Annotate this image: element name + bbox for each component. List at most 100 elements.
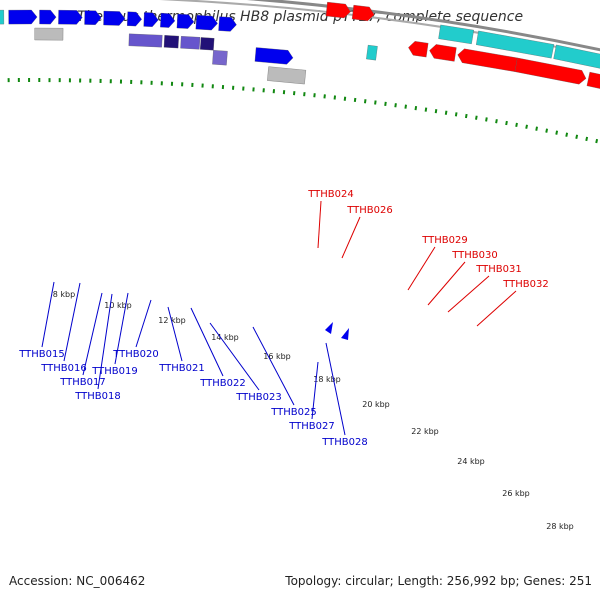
gc-skew-mark	[575, 134, 579, 139]
scale-label: 20 kbp	[362, 400, 390, 409]
label-leader	[407, 246, 436, 291]
gene-feature	[586, 71, 600, 89]
gc-skew-mark	[535, 126, 539, 131]
gene-feature	[218, 16, 237, 32]
label-leader	[114, 292, 129, 365]
gene-label: TTHB017	[59, 377, 106, 388]
gene-feature	[553, 44, 600, 69]
gene-feature	[180, 36, 201, 50]
gene-feature	[429, 44, 457, 62]
gc-skew-mark	[384, 101, 387, 106]
scale-label: 24 kbp	[457, 457, 485, 466]
label-leader	[317, 200, 322, 249]
label-leader	[447, 275, 490, 313]
gene-feature	[128, 33, 163, 48]
gene-label: TTHB031	[475, 264, 522, 275]
gene-feature	[325, 322, 333, 334]
label-leader	[341, 216, 361, 259]
gc-skew-mark	[434, 109, 438, 114]
gc-skew-mark	[454, 112, 458, 117]
gene-feature	[457, 48, 518, 72]
label-leader	[97, 293, 113, 390]
gc-skew-mark	[394, 103, 397, 108]
gene-labels: TTHB015 TTHB016 TTHB017 TTHB018 TTHB019 TTHB0…	[18, 189, 549, 448]
gene-label: TTHB027	[288, 421, 335, 432]
label-leader	[190, 307, 224, 377]
gene-label: TTHB023	[235, 392, 282, 403]
gene-label: TTHB026	[346, 205, 393, 216]
gene-label: TTHB025	[270, 407, 317, 418]
label-leader	[41, 281, 55, 348]
gene-feature	[160, 12, 176, 28]
scale-label: 14 kbp	[211, 333, 239, 342]
gene-feature	[267, 66, 307, 85]
gc-skew-mark	[464, 113, 468, 119]
label-leader	[209, 322, 260, 391]
label-leader	[135, 299, 152, 348]
gene-feature	[438, 24, 474, 45]
gene-feature	[143, 12, 159, 27]
gc-skew-mark	[404, 104, 407, 109]
gene-label: TTHB032	[502, 279, 549, 290]
gc-skew-inner-ring	[7, 77, 599, 144]
gene-feature	[58, 9, 83, 25]
gene-feature	[200, 37, 215, 51]
label-leader	[325, 342, 346, 436]
scale-label: 16 kbp	[263, 352, 291, 361]
gc-skew-mark	[414, 106, 418, 111]
gc-skew-mark	[495, 119, 498, 124]
gene-feature	[514, 57, 587, 85]
gene-feature	[176, 13, 195, 29]
gc-skew-mark	[585, 136, 589, 142]
gc-skew-mark	[485, 117, 488, 122]
scale-label: 26 kbp	[502, 489, 530, 498]
gene-feature	[8, 9, 38, 25]
gc-skew-mark	[545, 128, 549, 133]
label-leader	[476, 290, 517, 327]
gc-skew-mark	[515, 122, 518, 128]
scale-label: 8 kbp	[53, 290, 75, 299]
gc-skew-mark	[525, 124, 528, 129]
gene-feature	[351, 4, 375, 22]
gene-feature	[84, 10, 102, 25]
feature-tracks	[0, 1, 600, 340]
gene-label: TTHB022	[199, 378, 246, 389]
gc-skew-mark	[595, 138, 599, 144]
gc-skew-mark	[363, 99, 367, 104]
gc-skew-mark	[565, 132, 569, 137]
label-leader	[252, 326, 295, 406]
gene-feature	[408, 41, 429, 58]
gene-label: TTHB028	[321, 437, 368, 448]
gene-label: TTHB020	[112, 349, 159, 360]
accession-label: Accession: NC_006462	[9, 574, 146, 588]
gc-skew-mark	[444, 110, 448, 115]
label-leader	[427, 261, 466, 306]
gene-feature	[103, 10, 126, 26]
scale-label: 28 kbp	[546, 522, 574, 531]
gene-feature	[127, 11, 142, 27]
gc-skew-mark	[555, 130, 559, 135]
scale-label: 22 kbp	[411, 427, 439, 436]
gene-label: TTHB029	[421, 235, 468, 246]
gene-feature	[195, 14, 218, 31]
genome-summary: Topology: circular; Length: 256,992 bp; …	[285, 574, 592, 588]
gc-skew-mark	[424, 107, 428, 112]
label-leader	[167, 306, 183, 362]
gc-skew-mark	[505, 120, 508, 126]
backbone-outer	[244, 0, 600, 52]
gene-feature	[476, 30, 555, 59]
gene-feature	[325, 1, 351, 19]
gene-feature	[254, 47, 294, 65]
label-leader	[311, 361, 319, 420]
gene-feature	[212, 50, 228, 66]
gene-label: TTHB015	[18, 349, 65, 360]
gene-feature	[34, 27, 64, 41]
gene-label: TTHB016	[40, 363, 87, 374]
gene-label: TTHB018	[74, 391, 121, 402]
scale-label: 18 kbp	[313, 375, 341, 384]
gene-label: TTHB030	[451, 250, 498, 261]
label-leader	[63, 282, 81, 362]
gene-feature	[366, 44, 378, 61]
scale-label: 10 kbp	[104, 301, 132, 310]
